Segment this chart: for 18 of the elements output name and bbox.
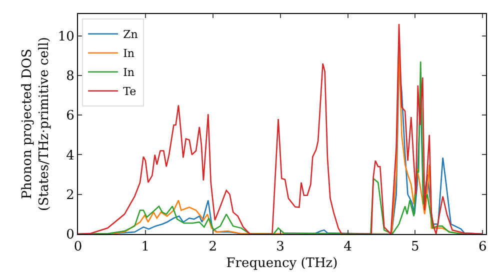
x-axis-title: Frequency (THz) [226,256,338,272]
x-tick-label: 3 [276,240,284,255]
y-tick-label: 4 [66,148,74,164]
x-tick-label: 1 [141,240,150,255]
y-tick-label: 10 [58,29,74,44]
y-axis-title: Phonon projected DOS (States/THz·primitive cell) [20,36,52,212]
x-tick-label: 4 [344,240,352,255]
y-tick-label: 8 [66,68,74,84]
legend-label: Te [123,85,136,98]
legend-label: In [123,47,135,60]
x-tick-label: 5 [411,240,420,255]
x-tick-label: 6 [478,240,487,255]
y-tick-label: 0 [66,228,74,243]
legend-label: Zn [123,28,138,42]
legend-label: In [123,66,135,80]
y-tick-label: 2 [66,188,74,203]
y-tick-label: 6 [66,108,74,124]
x-tick-label: 2 [208,240,218,255]
